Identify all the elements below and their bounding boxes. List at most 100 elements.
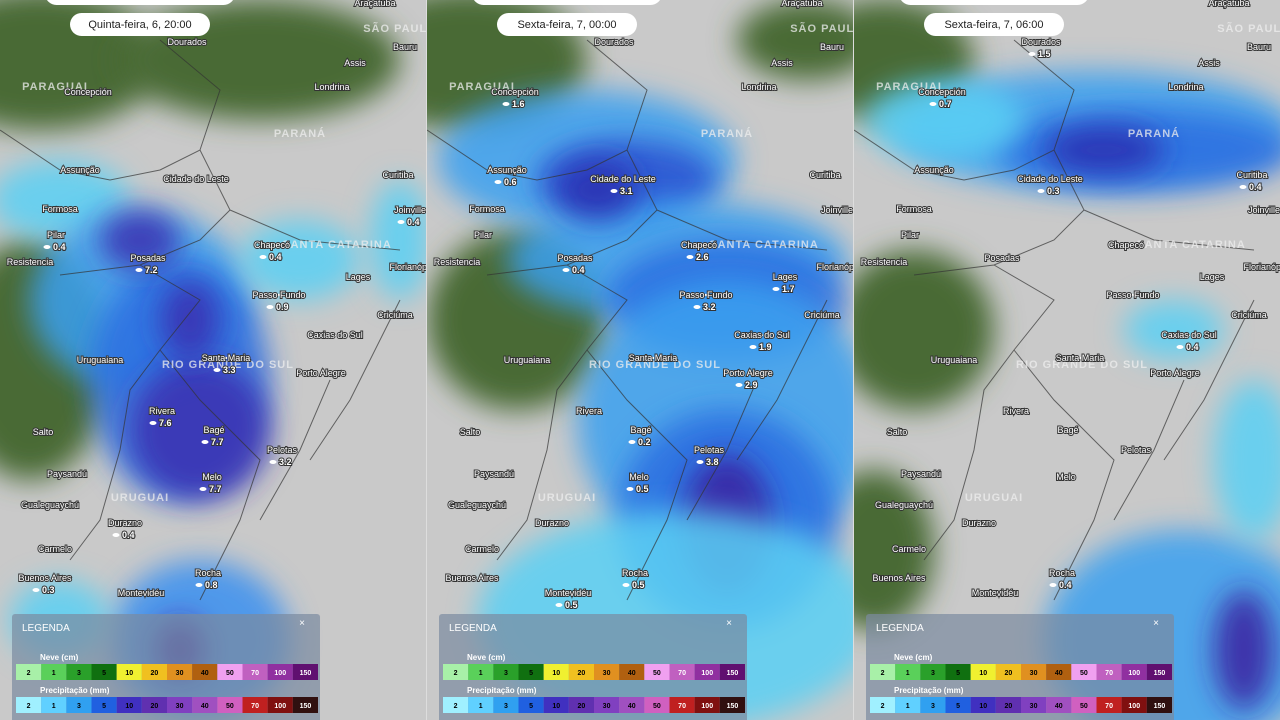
place-dot [573, 256, 577, 260]
place-dot [330, 85, 334, 89]
scale-label: 50 [653, 670, 661, 677]
scale-cell [267, 664, 293, 680]
place-name: Dourados [594, 37, 634, 47]
place-dot [98, 358, 102, 362]
scale-label: 40 [1055, 703, 1063, 710]
place-dot [194, 177, 198, 181]
scale-label: 100 [1128, 670, 1140, 677]
place-dot [697, 243, 701, 247]
scale-label: 150 [300, 670, 312, 677]
place-name: Pilar [901, 230, 919, 240]
place-name: Porto Alegre [296, 368, 346, 378]
scale-label: 2 [27, 670, 31, 677]
cloud-icon [1037, 189, 1045, 193]
cloud-icon [562, 268, 570, 272]
place-name: Pilar [474, 230, 492, 240]
region-label: SÃO PAULO [1217, 22, 1280, 35]
place-name: Formosa [42, 204, 78, 214]
place-name: Pilar [47, 230, 65, 240]
time-label: Sexta-feira, 7, 00:00 [517, 19, 616, 31]
place-dot [86, 90, 90, 94]
cloud-icon [626, 487, 634, 491]
precip-value: 3.3 [223, 365, 236, 375]
place-name: Criciúma [377, 310, 413, 320]
place-dot [952, 358, 956, 362]
scale-label: 5 [956, 670, 960, 677]
scale-label: 10 [125, 670, 133, 677]
place-dot [277, 293, 281, 297]
scale-label: 30 [603, 703, 611, 710]
precip-value: 0.8 [205, 580, 218, 590]
place-dot [65, 472, 69, 476]
precip-value: 3.1 [620, 186, 633, 196]
scale-label: 100 [274, 670, 286, 677]
place-name: Santa Maria [1056, 353, 1105, 363]
scale-cell [443, 664, 469, 680]
place-dot [746, 371, 750, 375]
scale-cell [895, 664, 921, 680]
scale-label: 100 [1128, 703, 1140, 710]
place-dot [707, 448, 711, 452]
place-dot [403, 45, 407, 49]
scale-label: 2 [881, 670, 885, 677]
place-dot [396, 173, 400, 177]
scale-label: 50 [226, 703, 234, 710]
cloud-icon [199, 487, 207, 491]
precipitation-area [864, 80, 1024, 160]
place-dot [58, 207, 62, 211]
place-dot [1039, 40, 1043, 44]
place-dot [224, 356, 228, 360]
place-dot [757, 85, 761, 89]
region-label: SANTA CATARINA [282, 239, 392, 251]
place-name: Paysandú [47, 469, 87, 479]
scale-cell [16, 664, 42, 680]
precipitation-area [160, 280, 220, 360]
scale-cell [619, 697, 645, 713]
time-pill [924, 13, 1064, 36]
scale-label: 10 [552, 670, 560, 677]
place-dot [566, 591, 570, 595]
scale-cell [1121, 664, 1147, 680]
place-dot [485, 207, 489, 211]
scale-cell [1021, 664, 1047, 680]
precip-value: 2.9 [745, 380, 758, 390]
place-name: Araçatuba [1208, 0, 1249, 8]
legend-close[interactable]: × [1153, 618, 1159, 629]
scale-cell [644, 697, 670, 713]
place-name: Uruguaiana [931, 355, 978, 365]
place-name: Gualeguaychú [875, 500, 933, 510]
legend-close[interactable]: × [299, 618, 305, 629]
scale-cell [493, 697, 519, 713]
place-dot [356, 275, 360, 279]
region-label: RIO GRANDE DO SUL [162, 359, 294, 371]
land-green [854, 470, 934, 630]
map-panel: SÃO PAULO PARAGUAI PARANÁ SANTA CATARINA RIO… [854, 0, 1280, 720]
legend-close[interactable]: × [726, 618, 732, 629]
scale-label: 1 [52, 703, 56, 710]
scale-label: 70 [1105, 670, 1113, 677]
place-name: Gualeguaychú [448, 500, 506, 510]
precip-value: 0.4 [1186, 342, 1199, 352]
place-name: Buenos Aires [18, 573, 72, 583]
precip-value: 0.5 [632, 580, 645, 590]
place-name: Caxias do Sul [734, 330, 790, 340]
cloud-icon [628, 440, 636, 444]
place-dot [206, 571, 210, 575]
scale-cell [1046, 697, 1072, 713]
cloud-icon [693, 305, 701, 309]
place-name: Salto [33, 427, 54, 437]
place-name: Gualeguaychú [21, 500, 79, 510]
place-name: Formosa [469, 204, 505, 214]
scale-label: 20 [578, 703, 586, 710]
scale-cell [1096, 697, 1122, 713]
place-dot [319, 371, 323, 375]
place-name: Melo [629, 472, 649, 482]
cloud-icon [266, 305, 274, 309]
place-name: Formosa [896, 204, 932, 214]
place-name: Joinville [394, 205, 426, 215]
scale-label: 40 [1055, 670, 1063, 677]
place-name: Criciúma [1231, 310, 1267, 320]
scale-cell [594, 664, 620, 680]
cloud-icon [397, 220, 405, 224]
